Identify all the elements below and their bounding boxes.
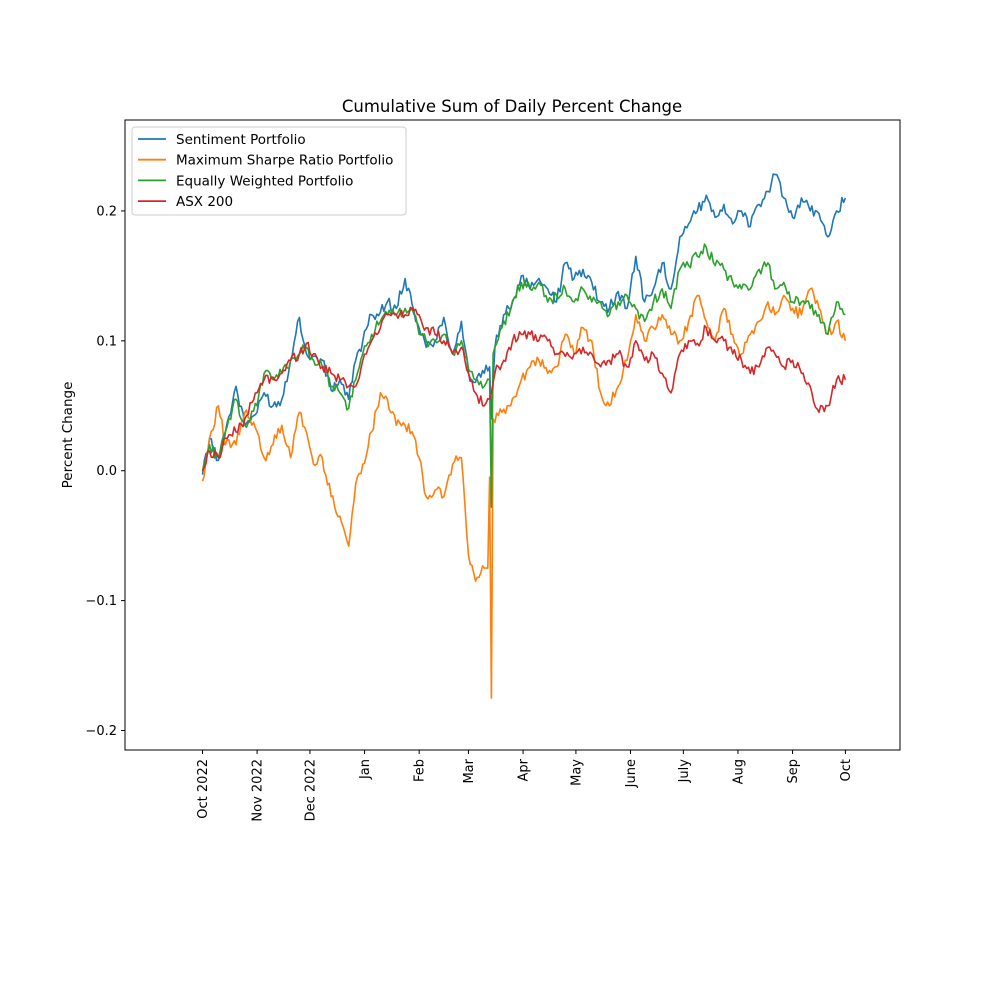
legend-label: Sentiment Portfolio xyxy=(176,132,306,148)
x-tick-label: Mar xyxy=(462,758,477,783)
x-tick-label: July xyxy=(677,759,692,784)
x-tick-label: Sep xyxy=(786,759,801,784)
x-tick-label: Nov 2022 xyxy=(251,759,266,822)
x-tick-label: Feb xyxy=(413,759,428,782)
legend: Sentiment Portfolio Maximum Sharpe Ratio … xyxy=(131,126,407,216)
x-tick-label: Jan xyxy=(358,759,373,780)
x-tick-label: Oct 2022 xyxy=(196,759,211,819)
y-tick-label: 0.1 xyxy=(96,334,117,349)
series-line-2 xyxy=(201,243,846,508)
x-tick-label: Oct xyxy=(839,759,854,781)
x-tick-label: May xyxy=(569,759,584,786)
x-tick-label: Dec 2022 xyxy=(303,759,318,821)
y-tick-label: 0.2 xyxy=(96,204,117,219)
x-tick-label: June xyxy=(624,759,639,788)
y-tick-label: −0.1 xyxy=(85,594,117,609)
series-layer xyxy=(201,173,847,699)
y-axis-label: Percent Change xyxy=(60,382,76,489)
legend-label: ASX 200 xyxy=(176,194,233,210)
series-line-3 xyxy=(201,306,847,472)
plot-frame xyxy=(124,119,901,751)
chart-title: Cumulative Sum of Daily Percent Change xyxy=(342,97,682,116)
legend-label: Maximum Sharpe Ratio Portfolio xyxy=(176,153,393,169)
y-axis: −0.2 −0.1 0.0 0.1 0.2 xyxy=(85,204,125,739)
x-tick-label: Aug xyxy=(731,759,746,784)
y-tick-label: 0.0 xyxy=(96,464,117,479)
x-axis: Oct 2022 Nov 2022 Dec 2022 Jan Feb Mar Apr May J… xyxy=(196,750,854,822)
y-tick-label: −0.2 xyxy=(85,724,117,739)
legend-label: Equally Weighted Portfolio xyxy=(176,173,353,189)
series-line-1 xyxy=(201,287,847,699)
plot-area xyxy=(125,120,900,750)
legend-box xyxy=(131,126,407,216)
x-tick-label: Apr xyxy=(517,758,532,781)
